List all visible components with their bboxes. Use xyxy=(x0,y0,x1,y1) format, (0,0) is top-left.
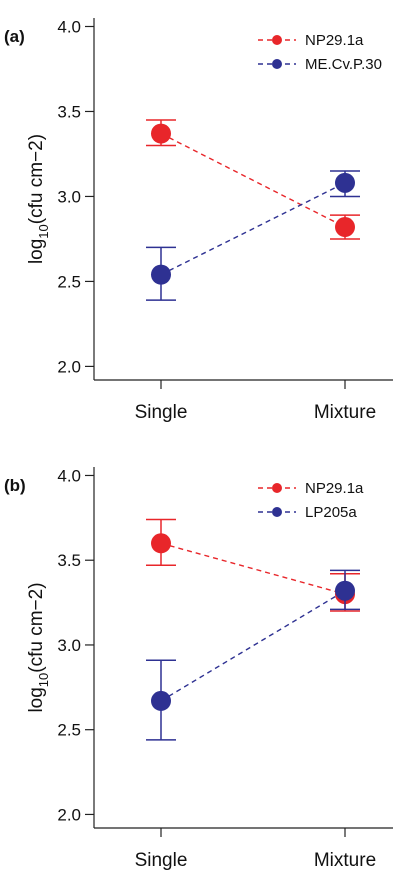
legend-marker xyxy=(272,483,282,493)
legend-label: NP29.1a xyxy=(305,32,364,49)
data-point xyxy=(335,580,355,601)
y-tick-label: 4.0 xyxy=(57,466,81,485)
data-point xyxy=(151,264,171,285)
data-point xyxy=(335,172,355,193)
y-tick-label: 3.5 xyxy=(57,102,81,121)
series-np29-1a xyxy=(146,518,360,612)
x-category-label: Mixture xyxy=(314,850,376,871)
series-np29-1a xyxy=(146,119,360,240)
y-tick-label: 3.0 xyxy=(57,187,81,206)
panel-label: (b) xyxy=(4,476,26,495)
y-tick-label: 3.5 xyxy=(57,551,81,570)
y-tick-label: 2.0 xyxy=(57,357,81,376)
series-me-cv-p-30 xyxy=(146,170,360,301)
x-category-label: Single xyxy=(135,850,188,871)
series-line xyxy=(160,182,346,276)
legend-label: LP205a xyxy=(305,504,357,521)
y-axis-label: log10(cfu cm−2) xyxy=(26,582,51,712)
chart-panel-b: 2.0 2.5 3.0 3.5 4.0 Single Mixture (b) log10(cfu… xyxy=(4,466,393,871)
legend-label: NP29.1a xyxy=(305,480,364,497)
y-axis-label: log10(cfu cm−2) xyxy=(26,134,51,264)
series-line xyxy=(160,542,346,595)
data-point xyxy=(151,123,171,144)
y-axis-label-subscript: 10 xyxy=(36,673,51,687)
series-line xyxy=(160,590,346,702)
x-category-label: Single xyxy=(135,402,188,423)
data-point xyxy=(151,690,171,711)
y-tick-label: 2.5 xyxy=(57,272,81,291)
x-category-label: Mixture xyxy=(314,402,376,423)
panel-label: (a) xyxy=(4,27,25,46)
y-axis-label-subscript: 10 xyxy=(36,224,51,238)
data-point xyxy=(151,533,171,554)
legend-label: ME.Cv.P.30 xyxy=(305,56,382,73)
y-axis-label-base: log xyxy=(26,239,47,264)
legend-marker xyxy=(272,35,282,45)
y-axis-label-base: log xyxy=(26,687,47,712)
chart-panel-a: 2.0 2.5 3.0 3.5 4.0 Single Mixture (a) log10(cfu… xyxy=(4,17,393,423)
y-tick-label: 2.0 xyxy=(57,805,81,824)
data-point xyxy=(335,217,355,238)
y-tick-label: 2.5 xyxy=(57,721,81,740)
series-line xyxy=(160,132,346,228)
y-axis-label-rest: (cfu cm−2) xyxy=(26,134,47,224)
legend-marker xyxy=(272,507,282,517)
y-tick-label: 4.0 xyxy=(57,17,81,36)
y-tick-label: 3.0 xyxy=(57,636,81,655)
y-axis-label-rest: (cfu cm−2) xyxy=(26,582,47,672)
series-lp205a xyxy=(146,569,360,741)
legend-marker xyxy=(272,59,282,69)
